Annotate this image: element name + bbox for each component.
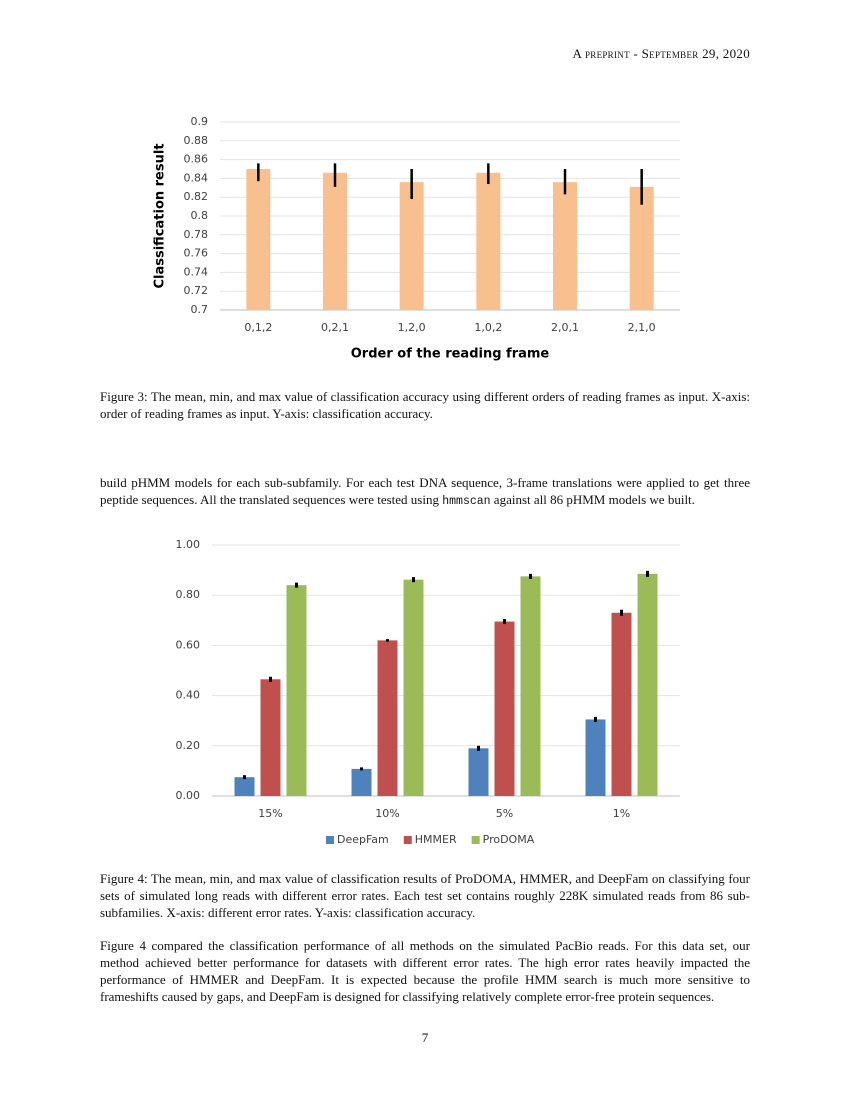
x-tick-label: 0,2,1 — [321, 321, 349, 334]
bar — [323, 172, 347, 310]
y-tick-label: 0.40 — [176, 689, 201, 702]
text: against all 86 pHMM models we built. — [490, 492, 695, 507]
code: hmmscan — [442, 495, 491, 508]
legend-swatch — [471, 836, 480, 844]
bar — [234, 777, 255, 796]
y-tick-label: 0.86 — [184, 153, 209, 166]
x-tick-label: 5% — [496, 807, 513, 820]
bar — [377, 640, 398, 796]
y-tick-label: 0.8 — [191, 209, 209, 222]
bar — [553, 182, 577, 310]
x-tick-label: 2,1,0 — [628, 321, 656, 334]
x-tick-label: 10% — [375, 807, 399, 820]
y-tick-label: 0.78 — [184, 228, 209, 241]
x-tick-label: 1,2,0 — [398, 321, 426, 334]
x-tick-label: 1% — [613, 807, 630, 820]
figure-caption: Figure 4: The mean, min, and max value o… — [100, 871, 750, 920]
y-tick-label: 0.72 — [184, 284, 209, 297]
legend-label: HMMER — [415, 833, 457, 846]
paragraph: build pHMM models for each sub-subfamily… — [100, 474, 750, 510]
y-tick-label: 0.60 — [176, 638, 201, 651]
bar — [585, 719, 606, 796]
bar — [403, 579, 424, 796]
y-tick-label: 0.7 — [191, 303, 209, 316]
text: build pHMM models for each sub-subfamily… — [100, 475, 750, 507]
y-tick-label: 0.88 — [184, 134, 209, 147]
bar — [629, 186, 654, 310]
bar — [468, 748, 489, 796]
legend-swatch — [326, 836, 334, 844]
bar — [520, 576, 541, 796]
y-axis-title: Classification result — [153, 143, 168, 288]
y-tick-label: 0.82 — [184, 190, 209, 203]
page-number: 7 — [421, 1030, 429, 1045]
x-tick-label: 0,1,2 — [244, 321, 272, 334]
bar — [476, 172, 501, 310]
bar — [351, 768, 372, 796]
y-tick-label: 0.00 — [176, 789, 201, 802]
running-header: A preprint - September 29, 2020 — [572, 46, 750, 61]
legend-label: ProDOMA — [483, 833, 535, 846]
bar — [260, 679, 281, 796]
x-tick-label: 2,0,1 — [551, 321, 579, 334]
x-tick-label: 15% — [258, 807, 282, 820]
bar — [286, 585, 307, 796]
y-tick-label: 0.20 — [176, 739, 201, 752]
figure-caption: Figure 3: The mean, min, and max value o… — [100, 389, 750, 421]
bar — [494, 621, 515, 796]
legend-swatch — [403, 836, 412, 844]
bar — [246, 169, 271, 310]
y-tick-label: 0.74 — [184, 265, 209, 278]
bar — [611, 612, 632, 796]
y-tick-label: 0.84 — [184, 171, 209, 184]
y-tick-label: 0.80 — [176, 588, 201, 601]
x-tick-label: 1,0,2 — [474, 321, 502, 334]
x-axis-title: Order of the reading frame — [351, 347, 550, 362]
bar — [399, 182, 424, 310]
legend-label: DeepFam — [337, 833, 389, 846]
y-tick-label: 0.9 — [191, 115, 209, 128]
paragraph: Figure 4 compared the classification per… — [100, 938, 750, 1004]
bar — [637, 573, 658, 796]
y-tick-label: 1.00 — [176, 538, 201, 551]
y-tick-label: 0.76 — [184, 247, 209, 260]
